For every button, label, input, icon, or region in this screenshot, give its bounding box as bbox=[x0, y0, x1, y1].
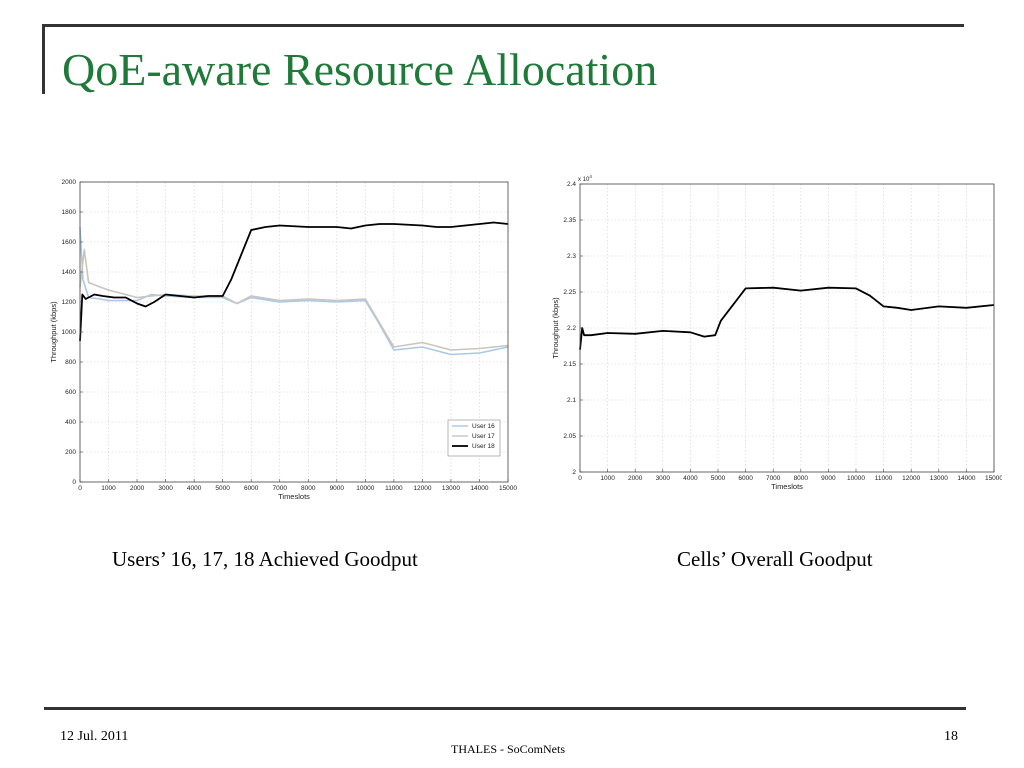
x-tick-label: 4000 bbox=[683, 475, 698, 482]
x-tick-label: 11000 bbox=[385, 485, 403, 492]
y-tick-label: 2.3 bbox=[567, 253, 576, 260]
y-tick-label: 2.05 bbox=[563, 433, 576, 440]
x-tick-label: 8000 bbox=[301, 485, 316, 492]
y-tick-label: 1200 bbox=[62, 299, 77, 306]
top-rule bbox=[42, 24, 964, 27]
y-tick-label: 200 bbox=[65, 449, 76, 456]
legend-label: User 17 bbox=[472, 433, 495, 440]
x-tick-label: 1000 bbox=[600, 475, 615, 482]
x-tick-label: 5000 bbox=[711, 475, 726, 482]
users-goodput-chart: 0 1000 2000 3000 4000 5000 6000 7000 8000 9000 100… bbox=[48, 174, 518, 500]
x-tick-label: 0 bbox=[78, 485, 82, 492]
x-tick-label: 0 bbox=[578, 475, 582, 482]
x-axis-label: Timeslots bbox=[771, 482, 803, 491]
y-tick-label: 2.35 bbox=[563, 217, 576, 224]
x-tick-label: 14000 bbox=[957, 475, 975, 482]
x-tick-label: 13000 bbox=[442, 485, 460, 492]
y-tick-label: 2 bbox=[572, 469, 576, 476]
caption-cells-goodput: Cells’ Overall Goodput bbox=[677, 547, 873, 571]
series-line-user-18 bbox=[79, 221, 509, 342]
y-axis-label: Throughput (kbps) bbox=[49, 301, 58, 363]
slide-title: QoE-aware Resource Allocation bbox=[62, 44, 658, 95]
x-tick-label: 15000 bbox=[985, 475, 1002, 482]
y-tick-label: 2.2 bbox=[567, 325, 576, 332]
y-multiplier-label: x 104 bbox=[578, 174, 592, 183]
series-line-1 bbox=[579, 286, 995, 350]
series-line-user-17 bbox=[79, 248, 509, 351]
page-number: 18 bbox=[944, 729, 958, 744]
y-tick-label: 2.15 bbox=[563, 361, 576, 368]
x-tick-label: 13000 bbox=[930, 475, 948, 482]
y-tick-label: 1600 bbox=[62, 239, 77, 246]
cells-goodput-chart: 0 1000 2000 3000 4000 5000 6000 7000 8000 9000 100… bbox=[552, 172, 1002, 494]
x-tick-label: 11000 bbox=[875, 475, 893, 482]
x-tick-label: 10000 bbox=[356, 485, 374, 492]
x-tick-label: 9000 bbox=[330, 485, 345, 492]
legend-label: User 18 bbox=[472, 443, 495, 450]
y-tick-label: 600 bbox=[65, 389, 76, 396]
bottom-rule bbox=[44, 707, 966, 710]
y-tick-label: 2.4 bbox=[567, 181, 576, 188]
left-rule bbox=[42, 24, 45, 94]
legend-label: User 16 bbox=[472, 423, 495, 430]
x-tick-label: 12000 bbox=[413, 485, 431, 492]
x-tick-label: 10000 bbox=[847, 475, 865, 482]
y-tick-label: 400 bbox=[65, 419, 76, 426]
x-tick-label: 6000 bbox=[244, 485, 259, 492]
cells-goodput-svg: 0 1000 2000 3000 4000 5000 6000 7000 8000 9000 100… bbox=[552, 174, 1002, 491]
x-tick-label: 2000 bbox=[130, 485, 145, 492]
y-tick-label: 2.1 bbox=[567, 397, 576, 404]
x-tick-label: 12000 bbox=[902, 475, 920, 482]
users-goodput-svg: 0 1000 2000 3000 4000 5000 6000 7000 8000 9000 100… bbox=[49, 179, 517, 500]
caption-users-goodput: Users’ 16, 17, 18 Achieved Goodput bbox=[112, 547, 418, 571]
y-tick-label: 1400 bbox=[62, 269, 77, 276]
x-tick-label: 1000 bbox=[101, 485, 116, 492]
x-tick-label: 15000 bbox=[499, 485, 517, 492]
x-tick-label: 7000 bbox=[766, 475, 781, 482]
x-tick-label: 6000 bbox=[738, 475, 753, 482]
y-tick-label: 1800 bbox=[62, 209, 77, 216]
y-axis-label: Throughput (kbps) bbox=[552, 297, 560, 359]
footer-date: 12 Jul. 2011 bbox=[60, 729, 129, 744]
y-tick-label: 2.25 bbox=[563, 289, 576, 296]
y-tick-label: 2000 bbox=[62, 179, 77, 186]
x-tick-label: 4000 bbox=[187, 485, 202, 492]
y-tick-label: 800 bbox=[65, 359, 76, 366]
footer-organization: THALES - SoComNets bbox=[451, 742, 565, 756]
x-tick-label: 14000 bbox=[470, 485, 488, 492]
y-tick-label: 0 bbox=[72, 479, 76, 486]
x-tick-label: 3000 bbox=[158, 485, 173, 492]
x-tick-label: 3000 bbox=[656, 475, 671, 482]
x-tick-label: 7000 bbox=[272, 485, 287, 492]
x-tick-label: 2000 bbox=[628, 475, 643, 482]
x-axis-label: Timeslots bbox=[278, 492, 310, 500]
y-tick-label: 1000 bbox=[62, 329, 77, 336]
x-tick-label: 8000 bbox=[794, 475, 809, 482]
x-tick-label: 5000 bbox=[215, 485, 230, 492]
x-tick-label: 9000 bbox=[821, 475, 836, 482]
